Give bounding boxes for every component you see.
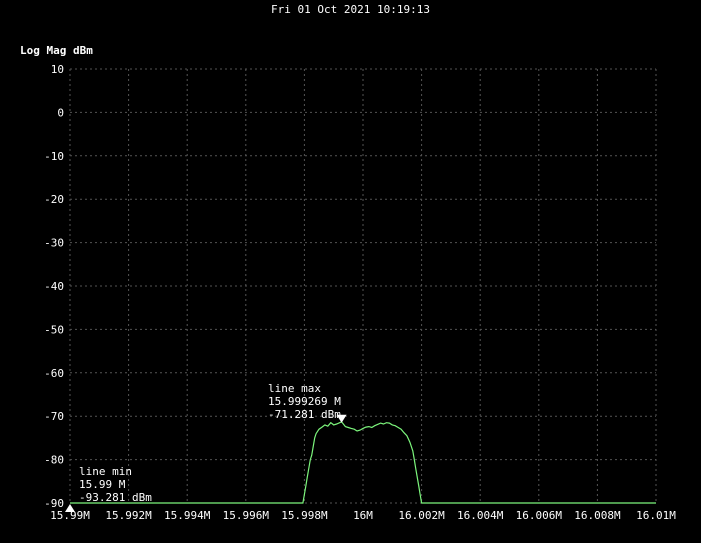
- max-marker-icon: [336, 414, 347, 423]
- y-tick-labels: 10 0 -10 -20 -30 -40 -50 -60 -70 -80 -90: [44, 63, 64, 510]
- grid: [69, 68, 657, 504]
- y-tick-label: -10: [44, 150, 64, 163]
- max-marker-level: -71.281 dBm: [268, 408, 341, 421]
- min-marker-icon: [65, 504, 75, 512]
- timestamp: Fri 01 Oct 2021 10:19:13: [271, 3, 430, 16]
- y-tick-label: -90: [44, 497, 64, 510]
- y-tick-label: -30: [44, 237, 64, 250]
- x-tick-label: 16M: [353, 509, 373, 522]
- y-tick-label: 0: [57, 106, 64, 119]
- x-tick-label: 15.99M: [50, 509, 90, 522]
- y-tick-label: -60: [44, 367, 64, 380]
- max-marker-frequency: 15.999269 M: [268, 395, 341, 408]
- y-tick-label: -40: [44, 280, 64, 293]
- y-tick-label: -70: [44, 410, 64, 423]
- y-tick-label: -80: [44, 454, 64, 467]
- max-marker-name: line max: [268, 382, 321, 395]
- y-tick-label: -50: [44, 323, 64, 336]
- trace-line: [70, 421, 656, 504]
- x-tick-label: 16.006M: [516, 509, 563, 522]
- x-tick-label: 16.002M: [398, 509, 445, 522]
- x-tick-label: 15.994M: [164, 509, 211, 522]
- min-marker-name: line min: [79, 465, 132, 478]
- y-tick-label: -20: [44, 193, 64, 206]
- max-marker-annotation: line max 15.999269 M -71.281 dBm: [268, 382, 341, 421]
- x-tick-label: 16.01M: [636, 509, 676, 522]
- y-axis-unit-label: Log Mag dBm: [20, 44, 93, 57]
- x-tick-label: 15.992M: [105, 509, 152, 522]
- x-tick-label: 15.998M: [281, 509, 328, 522]
- x-tick-labels: 15.99M 15.992M 15.994M 15.996M 15.998M 16M 16.…: [50, 509, 676, 522]
- min-marker-annotation: line min 15.99 M -93.281 dBm: [79, 465, 152, 504]
- x-tick-label: 16.008M: [574, 509, 621, 522]
- x-tick-label: 16.004M: [457, 509, 504, 522]
- min-marker-frequency: 15.99 M: [79, 478, 126, 491]
- y-tick-label: 10: [51, 63, 64, 76]
- x-tick-label: 15.996M: [223, 509, 270, 522]
- min-marker-level: -93.281 dBm: [79, 491, 152, 504]
